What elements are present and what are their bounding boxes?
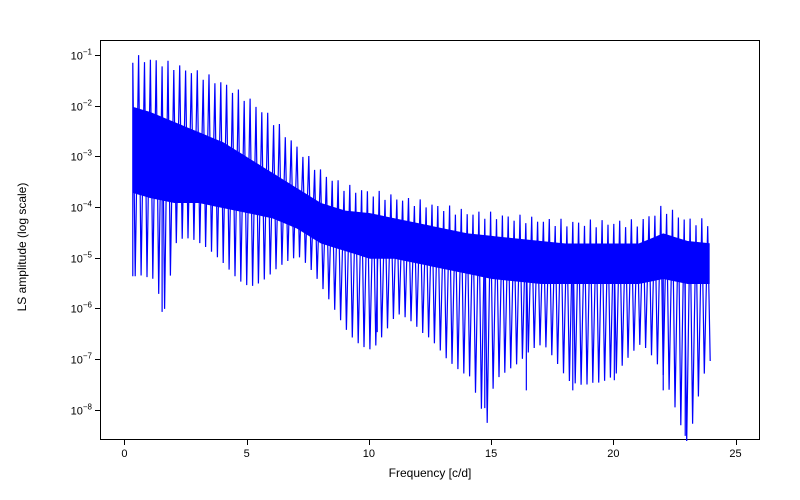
xtick-mark <box>369 440 370 445</box>
xtick-mark <box>124 440 125 445</box>
ytick-label: 10−1 <box>71 48 92 63</box>
xtick-label: 5 <box>244 448 250 460</box>
ytick-mark <box>95 359 100 360</box>
ytick-label: 10−8 <box>71 402 92 417</box>
ytick-mark <box>95 258 100 259</box>
ytick-label: 10−5 <box>71 250 92 265</box>
ytick-mark <box>95 308 100 309</box>
plot-area <box>100 40 760 440</box>
xtick-mark <box>613 440 614 445</box>
ytick-label: 10−4 <box>71 200 92 215</box>
ytick-mark <box>95 55 100 56</box>
xtick-mark <box>491 440 492 445</box>
xtick-label: 25 <box>729 448 741 460</box>
periodogram-chart: LS amplitude (log scale) Frequency [c/d]… <box>0 0 800 500</box>
xtick-label: 10 <box>363 448 375 460</box>
ytick-label: 10−6 <box>71 301 92 316</box>
ytick-label: 10−3 <box>71 149 92 164</box>
xtick-label: 15 <box>485 448 497 460</box>
ytick-mark <box>95 410 100 411</box>
ytick-mark <box>95 156 100 157</box>
xtick-label: 0 <box>121 448 127 460</box>
data-line <box>101 41 761 441</box>
xtick-mark <box>247 440 248 445</box>
xtick-label: 20 <box>607 448 619 460</box>
xtick-mark <box>736 440 737 445</box>
y-axis-label: LS amplitude (log scale) <box>15 147 29 347</box>
ytick-label: 10−7 <box>71 352 92 367</box>
ytick-mark <box>95 207 100 208</box>
ytick-label: 10−2 <box>71 98 92 113</box>
ytick-mark <box>95 106 100 107</box>
x-axis-label: Frequency [c/d] <box>370 466 490 480</box>
